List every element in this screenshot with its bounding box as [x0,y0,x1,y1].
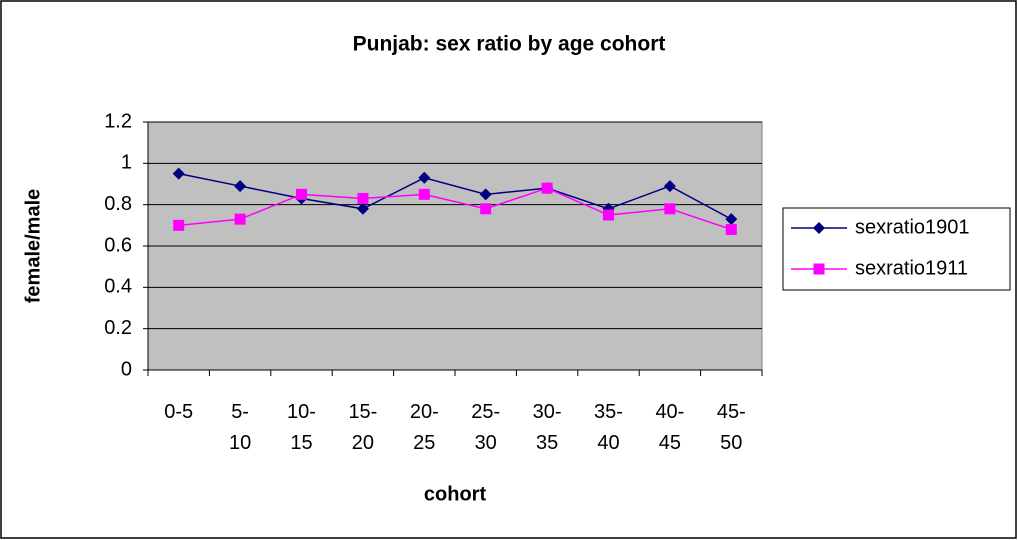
x-tick-label: 35-40 [594,401,623,454]
legend-label: sexratio1901 [855,216,970,238]
marker [234,213,246,225]
x-tick-label: 5-10 [228,401,252,454]
y-tick-label: 0.8 [104,193,132,215]
y-tick-label: 1 [121,152,132,174]
marker [356,202,369,215]
marker [418,171,431,184]
marker [480,203,492,215]
x-tick-label: 0-5 [164,401,194,423]
x-axis-label: cohort [424,483,487,505]
y-tick-label: 0.2 [104,317,132,339]
x-tick-label: 45-50 [716,401,746,454]
x-tick-label: 30-35 [532,401,562,454]
y-tick-label: 1.2 [104,110,132,132]
marker [725,213,738,226]
x-tick-label: 10-15 [287,401,316,454]
legend [782,207,1011,291]
chart-title: Punjab: sex ratio by age cohort [353,33,666,56]
x-tick-label: 25-30 [471,401,501,454]
y-axis-label: female/male [22,189,44,304]
marker [173,219,185,231]
marker [357,192,369,204]
y-tick-label: 0 [121,358,132,380]
marker [813,263,825,275]
x-tick-label: 15-20 [348,401,378,454]
marker [603,209,614,221]
marker [479,188,492,201]
x-tick-label: 40-45 [655,401,685,454]
marker [664,203,676,215]
series-line [178,172,732,220]
marker [172,167,185,180]
legend-label: sexratio1911 [855,257,968,279]
y-tick-label: 0.6 [104,234,132,256]
marker [541,182,553,194]
series-line [178,187,732,231]
y-tick-label: 0.4 [104,276,132,298]
marker [234,180,247,193]
marker [725,223,737,235]
marker [296,188,307,200]
marker [813,222,825,234]
x-tick-label: 20-25 [409,401,439,454]
marker [663,180,676,193]
marker [418,188,430,200]
